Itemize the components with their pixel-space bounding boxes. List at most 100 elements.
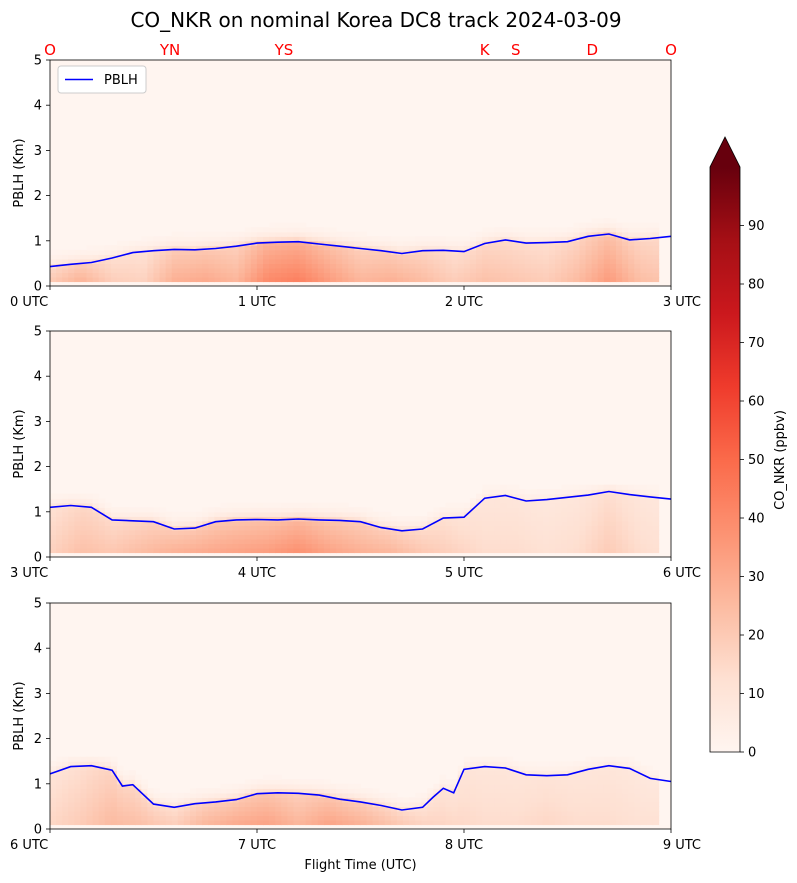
co-cell bbox=[263, 529, 270, 535]
co-cell bbox=[153, 236, 161, 242]
co-cell bbox=[74, 529, 82, 535]
co-cell bbox=[634, 547, 641, 554]
co-cell bbox=[549, 779, 556, 785]
co-cell bbox=[329, 801, 337, 807]
co-cell bbox=[646, 792, 654, 798]
co-cell bbox=[634, 538, 641, 545]
co-cell bbox=[512, 801, 520, 807]
co-cell bbox=[409, 276, 416, 283]
co-cell bbox=[518, 493, 526, 499]
co-cell bbox=[86, 525, 94, 531]
co-cell bbox=[439, 276, 447, 283]
co-cell bbox=[603, 783, 611, 789]
co-cell bbox=[329, 272, 337, 278]
co-cell bbox=[591, 502, 599, 508]
co-cell bbox=[342, 511, 349, 517]
co-cell bbox=[622, 489, 629, 495]
co-cell bbox=[110, 245, 118, 251]
co-cell bbox=[536, 507, 544, 513]
co-cell bbox=[597, 797, 605, 803]
co-cell bbox=[329, 263, 337, 269]
co-cell bbox=[98, 245, 106, 251]
co-cell bbox=[628, 534, 635, 540]
co-cell bbox=[317, 258, 325, 264]
co-cell bbox=[50, 502, 57, 508]
co-cell bbox=[494, 502, 501, 508]
co-cell bbox=[196, 258, 203, 264]
co-cell bbox=[603, 810, 611, 817]
co-cell bbox=[269, 779, 276, 785]
co-cell bbox=[104, 792, 112, 798]
co-cell bbox=[323, 788, 331, 794]
co-cell bbox=[281, 511, 288, 517]
co-cell bbox=[390, 792, 398, 798]
co-cell bbox=[98, 783, 106, 789]
co-cell bbox=[238, 263, 246, 269]
co-cell bbox=[390, 534, 398, 540]
co-cell bbox=[281, 502, 288, 508]
co-cell bbox=[585, 779, 593, 785]
co-cell bbox=[299, 538, 307, 545]
co-cell bbox=[98, 770, 106, 776]
co-cell bbox=[579, 258, 587, 264]
co-cell bbox=[317, 272, 325, 278]
co-cell bbox=[123, 254, 130, 260]
co-cell bbox=[123, 525, 130, 531]
co-cell bbox=[220, 815, 228, 821]
co-cell bbox=[68, 507, 75, 513]
co-cell bbox=[402, 520, 410, 526]
co-cell bbox=[56, 801, 63, 807]
co-cell bbox=[549, 797, 556, 803]
co-cell bbox=[104, 249, 112, 255]
co-cell bbox=[609, 498, 617, 504]
co-cell bbox=[250, 538, 258, 545]
co-cell bbox=[360, 507, 368, 513]
co-cell bbox=[153, 254, 161, 260]
co-cell bbox=[609, 484, 617, 490]
co-cell bbox=[110, 267, 118, 274]
co-cell bbox=[171, 534, 179, 540]
co-cell bbox=[469, 272, 477, 278]
co-cell bbox=[220, 788, 228, 794]
co-cell bbox=[86, 783, 94, 789]
co-cell bbox=[336, 534, 343, 540]
co-cell bbox=[384, 254, 392, 260]
co-cell bbox=[311, 547, 319, 554]
co-cell bbox=[250, 245, 258, 251]
co-cell bbox=[542, 761, 550, 767]
co-cell bbox=[628, 493, 635, 499]
co-cell bbox=[68, 779, 75, 785]
co-cell bbox=[482, 792, 489, 798]
co-cell bbox=[536, 525, 544, 531]
co-cell bbox=[177, 276, 185, 283]
co-cell bbox=[457, 543, 465, 549]
co-cell bbox=[287, 797, 295, 803]
co-cell bbox=[561, 792, 568, 798]
co-cell bbox=[622, 240, 629, 246]
co-cell bbox=[427, 810, 435, 817]
co-cell bbox=[123, 819, 130, 826]
co-cell bbox=[62, 810, 69, 817]
co-cell bbox=[561, 272, 568, 278]
co-cell bbox=[512, 538, 520, 545]
co-cell bbox=[317, 819, 325, 826]
co-cell bbox=[603, 538, 611, 545]
co-cell bbox=[530, 236, 538, 242]
co-cell bbox=[585, 543, 593, 549]
co-cell bbox=[609, 267, 617, 274]
co-cell bbox=[263, 547, 270, 554]
co-cell bbox=[652, 788, 660, 794]
co-cell bbox=[202, 258, 209, 264]
co-cell bbox=[329, 806, 337, 812]
co-cell bbox=[92, 276, 100, 283]
co-cell bbox=[189, 529, 197, 535]
co-cell bbox=[488, 249, 495, 255]
x-tick-label: 7 UTC bbox=[238, 838, 276, 853]
co-cell bbox=[512, 489, 520, 495]
co-cell bbox=[165, 511, 173, 517]
co-cell bbox=[457, 806, 465, 812]
co-cell bbox=[153, 538, 161, 545]
co-cell bbox=[281, 222, 288, 228]
co-cell bbox=[56, 756, 63, 762]
co-cell bbox=[256, 792, 264, 798]
